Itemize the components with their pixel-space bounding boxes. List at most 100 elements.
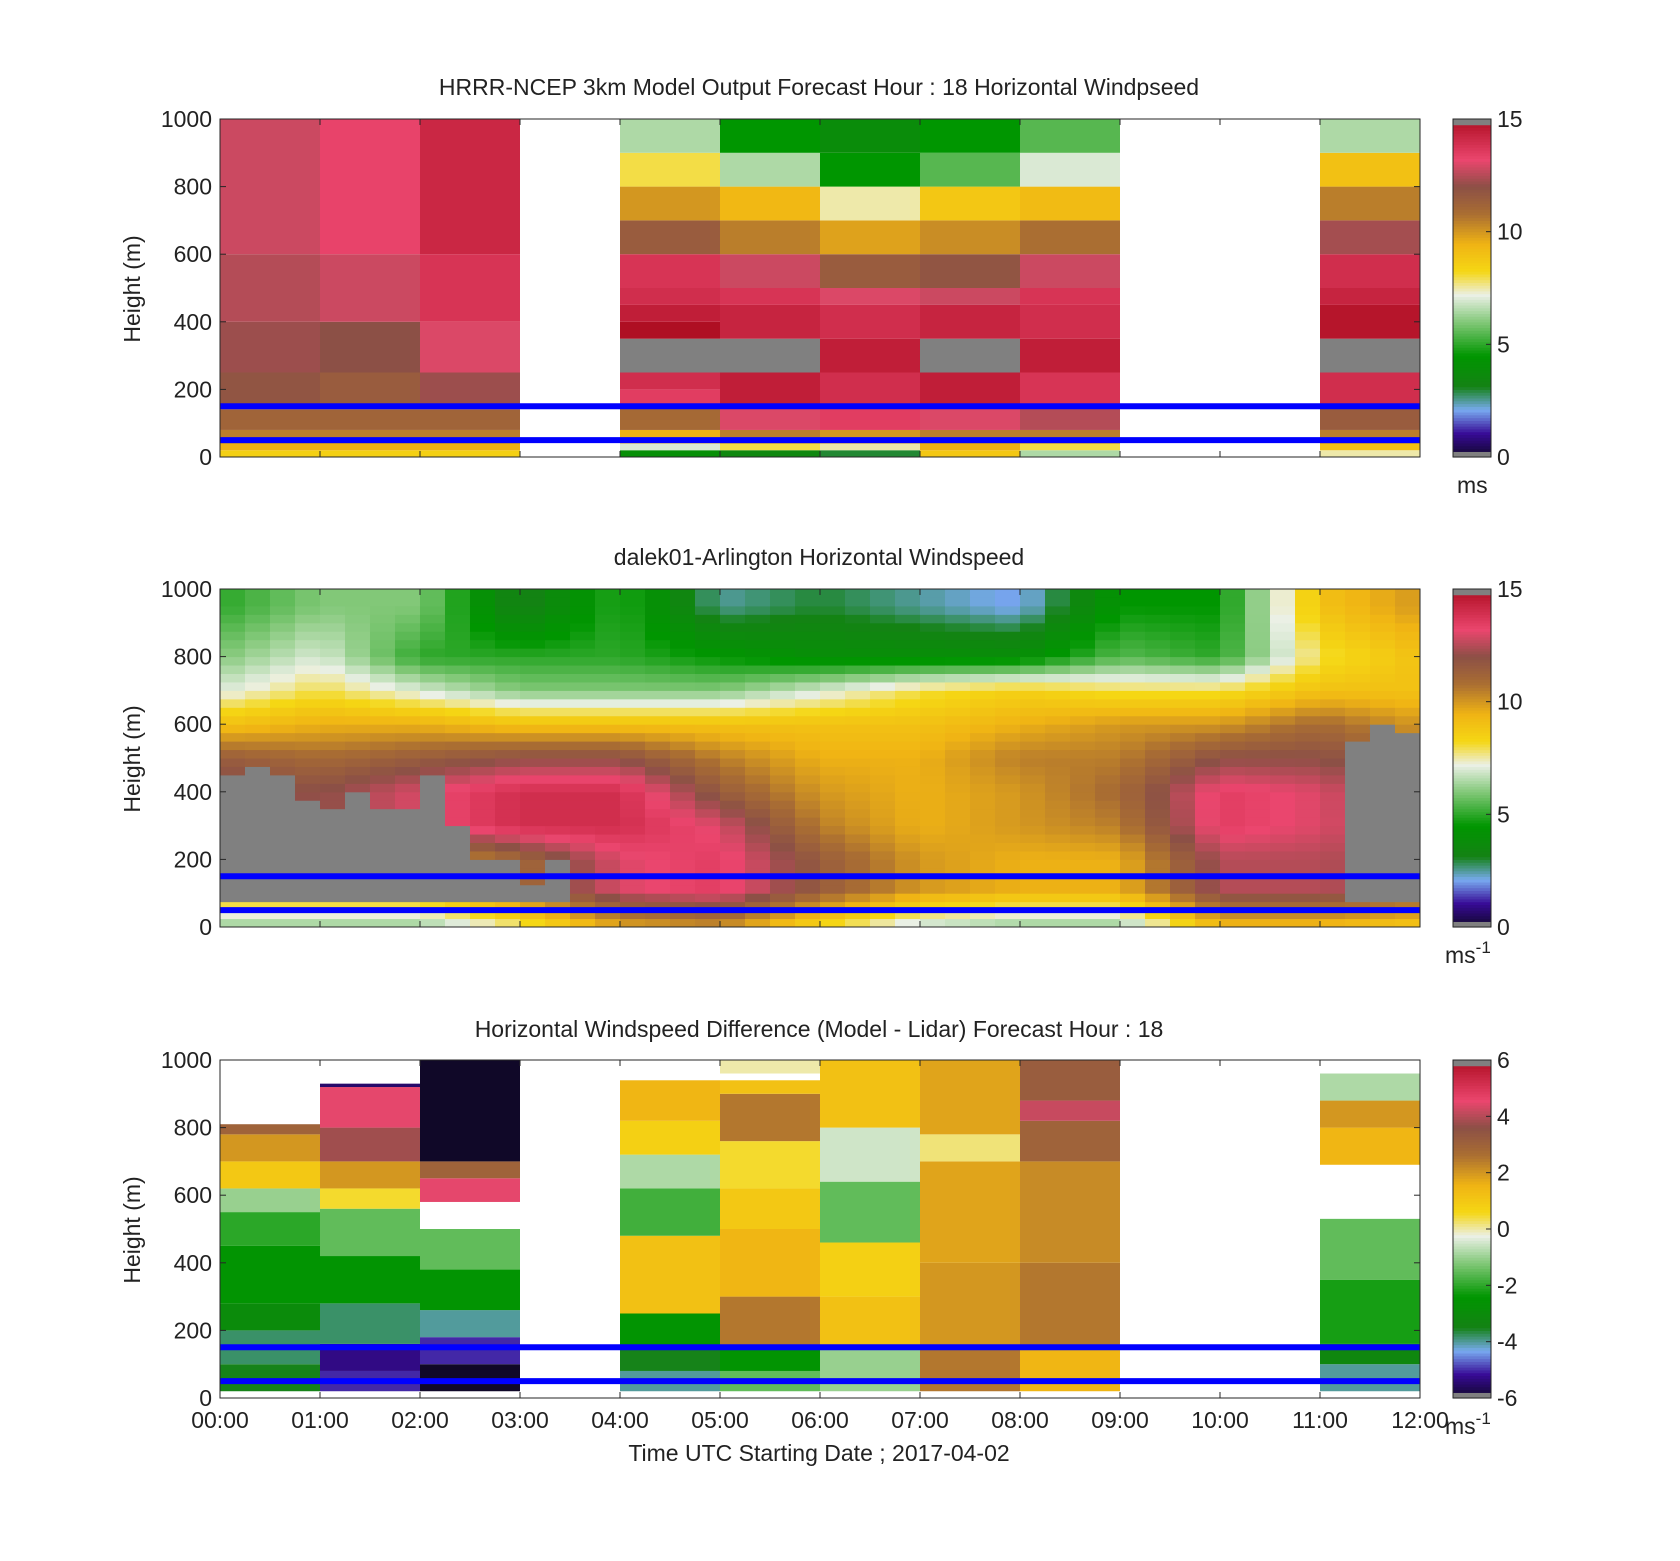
heatmap-cell xyxy=(1320,186,1420,221)
heatmap-cell xyxy=(1145,656,1171,666)
colorbar-segment xyxy=(1453,1386,1491,1391)
heatmap-cell xyxy=(1145,800,1171,810)
heatmap-cell xyxy=(1220,867,1246,877)
heatmap-cell xyxy=(320,808,346,818)
heatmap-cell xyxy=(1370,732,1396,742)
colorbar-segment xyxy=(1453,921,1491,925)
heatmap-cell xyxy=(570,690,596,700)
heatmap-cell xyxy=(620,321,720,339)
heatmap-cell xyxy=(1145,774,1171,784)
heatmap-cell xyxy=(970,749,996,759)
heatmap-cell xyxy=(320,698,346,708)
heatmap-cell xyxy=(1220,605,1246,615)
colorbar-segment xyxy=(1453,772,1491,776)
colorbar-segment xyxy=(1453,901,1491,906)
heatmap-cell xyxy=(1220,774,1246,784)
heatmap-cell xyxy=(445,631,471,641)
heatmap-cell xyxy=(1370,766,1396,776)
heatmap-cell xyxy=(495,774,521,784)
colorbar-segment xyxy=(1453,622,1491,627)
heatmap-cell xyxy=(445,884,471,894)
heatmap-cell xyxy=(1020,648,1046,658)
heatmap-cell xyxy=(1045,834,1071,843)
heatmap-cell xyxy=(520,774,546,784)
heatmap-cell xyxy=(1095,665,1121,674)
heatmap-cell xyxy=(445,605,471,615)
heatmap-cell xyxy=(1045,758,1071,767)
heatmap-cell xyxy=(770,597,796,607)
heatmap-cell xyxy=(1220,859,1246,869)
heatmap-cell xyxy=(370,614,396,624)
heatmap-cell xyxy=(1170,656,1196,666)
colorbar-segment xyxy=(1453,293,1491,298)
heatmap-cell xyxy=(1395,614,1421,624)
heatmap-cell xyxy=(1045,817,1071,827)
heatmap-cell xyxy=(1070,800,1096,810)
colorbar-segment xyxy=(1453,842,1491,846)
heatmap-cell xyxy=(970,732,996,742)
heatmap-cell xyxy=(1120,605,1146,615)
heatmap-cell xyxy=(295,648,321,658)
heatmap-cell xyxy=(620,893,646,903)
heatmap-cell xyxy=(220,766,246,776)
heatmap-cell xyxy=(1270,893,1296,903)
heatmap-cell xyxy=(370,791,396,801)
heatmap-cell xyxy=(1170,825,1196,835)
heatmap-cell xyxy=(345,724,371,734)
heatmap-cell xyxy=(645,791,671,801)
heatmap-cell xyxy=(820,406,920,430)
heatmap-cell xyxy=(1195,724,1221,734)
heatmap-cell xyxy=(320,749,346,759)
heatmap-cell xyxy=(1145,834,1171,843)
heatmap-cell xyxy=(870,808,896,818)
heatmap-cell xyxy=(545,715,571,725)
heatmap-cell xyxy=(820,766,846,776)
y-tick-label: 600 xyxy=(174,711,212,737)
heatmap-cell xyxy=(970,665,996,674)
heatmap-cell xyxy=(1245,724,1271,734)
heatmap-cell xyxy=(445,698,471,708)
heatmap-cell xyxy=(270,825,296,835)
heatmap-cell xyxy=(295,690,321,700)
heatmap-cell xyxy=(1070,783,1096,793)
heatmap-cell xyxy=(1245,774,1271,784)
heatmap-cell xyxy=(1145,597,1171,607)
heatmap-cell xyxy=(495,910,521,920)
heatmap-cell xyxy=(1295,648,1321,658)
heatmap-cell xyxy=(1145,639,1171,649)
heatmap-cell xyxy=(745,698,771,708)
heatmap-cell xyxy=(1345,589,1371,598)
colorbar-segment xyxy=(1453,679,1491,683)
heatmap-cell xyxy=(245,859,271,869)
heatmap-cell xyxy=(320,1208,420,1257)
heatmap-cell xyxy=(820,774,846,784)
heatmap-cell xyxy=(945,741,971,751)
heatmap-cell xyxy=(920,605,946,615)
heatmap-cell xyxy=(1320,800,1346,810)
heatmap-cell xyxy=(520,597,546,607)
heatmap-cell xyxy=(1170,842,1196,852)
heatmap-cell xyxy=(995,884,1021,894)
heatmap-cell xyxy=(1320,589,1346,598)
heatmap-cell xyxy=(1295,901,1321,911)
heatmap-cell xyxy=(420,766,446,776)
heatmap-cell xyxy=(1295,741,1321,751)
heatmap-cell xyxy=(245,741,271,751)
colorbar-segment xyxy=(1453,341,1491,345)
heatmap-cell xyxy=(770,715,796,725)
heatmap-cell xyxy=(570,656,596,666)
colorbar-segment xyxy=(1453,276,1491,281)
heatmap-cell xyxy=(1170,901,1196,911)
heatmap-cell xyxy=(670,910,696,920)
heatmap-cell xyxy=(1320,724,1346,734)
colorbar-segment xyxy=(1453,304,1491,309)
heatmap-cell xyxy=(795,800,821,810)
heatmap-cell xyxy=(1020,791,1046,801)
heatmap-cell xyxy=(495,893,521,903)
heatmap-cell xyxy=(470,665,496,674)
heatmap-cell xyxy=(1120,817,1146,827)
colorbar-segment xyxy=(1453,290,1491,295)
colorbar-segment xyxy=(1453,417,1491,421)
heatmap-cell xyxy=(645,605,671,615)
